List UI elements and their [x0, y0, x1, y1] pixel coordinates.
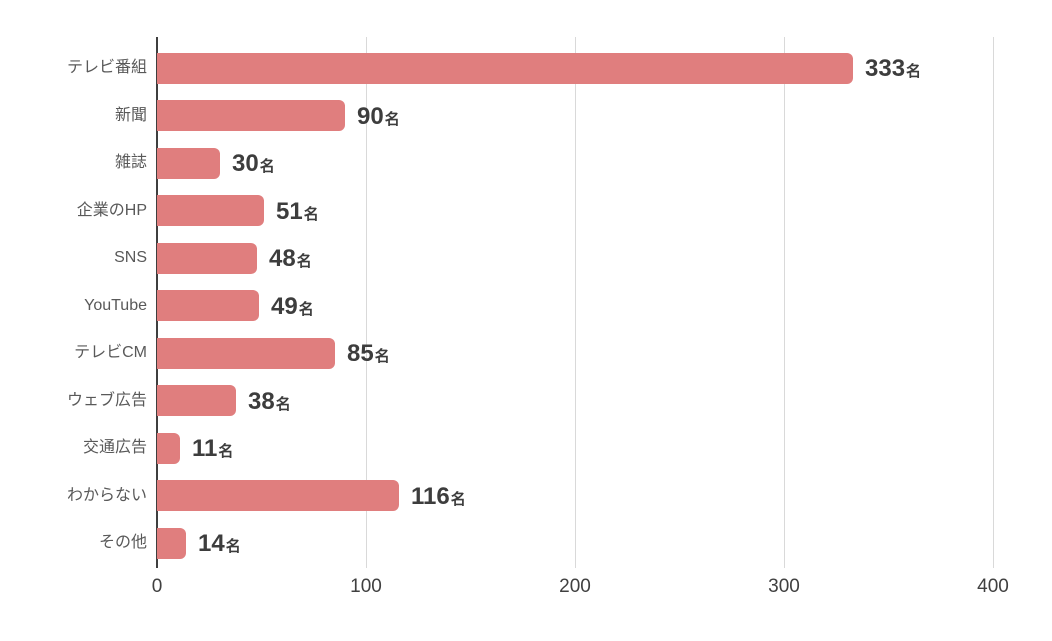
- value-label: 11名: [192, 437, 233, 461]
- bar: [157, 148, 220, 179]
- value-unit: 名: [298, 301, 314, 318]
- bar: [157, 528, 186, 559]
- bar: [157, 480, 399, 511]
- gridline-100: [366, 37, 367, 568]
- value-unit: 名: [218, 443, 234, 460]
- value-number: 11: [192, 435, 218, 462]
- value-label: 14名: [198, 532, 241, 556]
- value-unit: 名: [384, 111, 400, 128]
- value-label: 85名: [347, 342, 390, 366]
- value-label: 116名: [411, 485, 466, 509]
- gridline-300: [784, 37, 785, 568]
- category-label: 雑誌: [114, 154, 147, 171]
- value-number: 90: [357, 103, 384, 130]
- value-unit: 名: [225, 538, 241, 555]
- value-number: 85: [347, 340, 374, 367]
- bar: [157, 243, 257, 274]
- category-label: わからない: [66, 487, 147, 504]
- category-label: 新聞: [114, 107, 147, 124]
- value-number: 14: [198, 530, 225, 557]
- value-unit: 名: [296, 253, 312, 270]
- category-label: テレビ番組: [66, 59, 147, 76]
- x-tick-label-0: 0: [151, 576, 163, 597]
- bar: [157, 53, 853, 84]
- bar: [157, 433, 180, 464]
- value-unit: 名: [275, 396, 291, 413]
- value-label: 38名: [248, 390, 291, 414]
- bar: [157, 100, 345, 131]
- value-unit: 名: [906, 63, 922, 80]
- value-number: 51: [276, 198, 303, 225]
- value-number: 333: [865, 55, 906, 82]
- value-label: 30名: [232, 152, 275, 176]
- category-label: 企業のHP: [76, 202, 147, 219]
- value-label: 48名: [269, 247, 312, 271]
- gridline-400: [993, 37, 994, 568]
- bar: [157, 290, 259, 321]
- value-unit: 名: [259, 158, 275, 175]
- category-label: テレビCM: [74, 344, 147, 361]
- bar: [157, 195, 264, 226]
- value-unit: 名: [450, 491, 466, 508]
- value-unit: 名: [303, 206, 319, 223]
- value-label: 90名: [357, 105, 400, 129]
- category-label: その他: [98, 534, 147, 551]
- value-label: 333名: [865, 57, 921, 81]
- bar: [157, 338, 335, 369]
- x-tick-label-300: 300: [768, 576, 800, 597]
- value-number: 38: [248, 388, 275, 415]
- value-number: 116: [411, 483, 450, 510]
- category-label: ウェブ広告: [66, 392, 147, 409]
- bar: [157, 385, 236, 416]
- value-number: 49: [271, 293, 298, 320]
- value-number: 48: [269, 245, 296, 272]
- x-tick-label-200: 200: [559, 576, 591, 597]
- value-label: 49名: [271, 295, 314, 319]
- value-label: 51名: [276, 200, 319, 224]
- x-tick-label-400: 400: [977, 576, 1009, 597]
- category-label: SNS: [114, 249, 147, 266]
- gridline-200: [575, 37, 576, 568]
- category-label: YouTube: [84, 297, 147, 314]
- value-unit: 名: [374, 348, 390, 365]
- x-tick-label-100: 100: [350, 576, 382, 597]
- value-number: 30: [232, 150, 259, 177]
- category-label: 交通広告: [82, 439, 147, 456]
